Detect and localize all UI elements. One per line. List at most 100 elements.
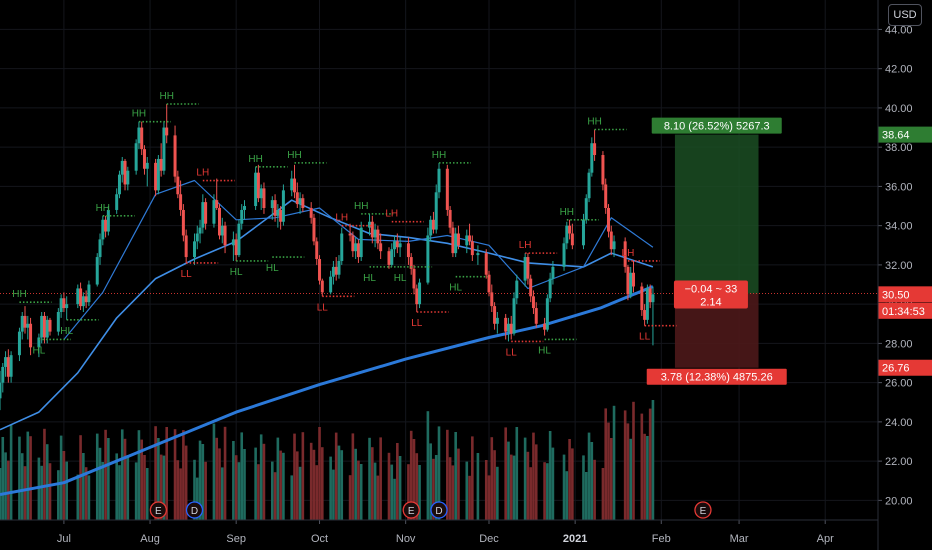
- candle-body: [79, 288, 83, 307]
- candle: [270, 196, 274, 220]
- volume-bar: [195, 477, 199, 520]
- candle: [301, 194, 305, 212]
- event-label: D: [435, 506, 442, 517]
- pivot-marker: HH: [96, 203, 135, 217]
- candle-body: [562, 243, 566, 267]
- candle-body: [98, 239, 102, 258]
- currency-badge[interactable]: USD: [888, 4, 922, 26]
- candle-body: [87, 284, 91, 303]
- candle-body: [215, 200, 219, 208]
- candle: [20, 312, 24, 340]
- volume-bar: [1, 437, 5, 520]
- candle-body: [295, 192, 299, 205]
- dividend-marker: D: [430, 501, 448, 519]
- candle-body: [29, 323, 33, 348]
- candle-body: [115, 194, 119, 210]
- earnings-marker: E: [694, 501, 712, 519]
- volume-bar: [373, 462, 377, 520]
- pivot-label: HH: [560, 207, 574, 218]
- pivot-label: LH: [385, 209, 398, 220]
- volume-bar: [582, 455, 585, 520]
- candle: [379, 233, 383, 260]
- volume-bar: [607, 422, 610, 520]
- volume-bar: [626, 423, 630, 520]
- volume-bar: [437, 426, 441, 520]
- candle-body: [548, 278, 552, 299]
- candle: [181, 204, 185, 242]
- candle-body: [290, 178, 294, 191]
- stop-label-bg: [646, 368, 787, 385]
- candle: [529, 274, 533, 303]
- candle: [101, 215, 105, 246]
- candle-body: [23, 315, 27, 328]
- candle-body: [493, 306, 497, 324]
- pivot-marker: HL: [60, 319, 99, 337]
- candle: [351, 231, 355, 258]
- candle-body: [81, 296, 85, 307]
- candle-body: [406, 243, 410, 258]
- volume-bar: [4, 452, 7, 520]
- candle-body: [354, 243, 358, 252]
- candle-body: [390, 249, 394, 265]
- volume-bar: [451, 465, 455, 520]
- price-badge-text: 01:34:53: [882, 306, 925, 318]
- candle-body: [123, 160, 127, 185]
- volume-bar: [123, 438, 127, 520]
- candle-body: [154, 162, 158, 191]
- y-tick-label: 22.00: [885, 456, 913, 468]
- pivot-label: HH: [12, 289, 26, 300]
- volume-bar: [276, 437, 280, 520]
- price-badge: 01:34:53: [878, 302, 932, 319]
- y-tick-label: 36.00: [885, 181, 913, 193]
- candle: [584, 194, 588, 224]
- candle-body: [106, 209, 110, 232]
- volume-bar: [295, 451, 299, 520]
- pivot-marker: HH: [248, 154, 288, 168]
- volume-bar: [254, 447, 257, 520]
- candle-body: [373, 229, 377, 238]
- candle-body: [506, 323, 510, 332]
- candle-body: [145, 162, 149, 169]
- pivot-marker: LH: [385, 209, 424, 223]
- candle-body: [159, 158, 163, 171]
- candle: [142, 145, 146, 175]
- candle: [612, 235, 616, 258]
- candle-body: [179, 194, 183, 210]
- candle: [415, 284, 419, 312]
- candle: [368, 213, 372, 236]
- candle: [184, 229, 188, 263]
- candle: [281, 184, 285, 226]
- candle-body: [640, 286, 644, 311]
- candle: [240, 204, 244, 230]
- candle: [631, 260, 635, 293]
- volume-bar: [176, 460, 180, 520]
- candle-body: [42, 315, 46, 338]
- volume-bar: [434, 455, 438, 520]
- volume-bar: [415, 453, 419, 520]
- volume-bar: [651, 400, 655, 520]
- candle-body: [259, 188, 263, 199]
- volume-bar: [532, 432, 535, 520]
- candle: [95, 253, 99, 287]
- candle: [643, 304, 647, 326]
- candle: [104, 215, 108, 238]
- volume-bar: [562, 454, 566, 520]
- candle-body: [95, 257, 99, 285]
- pivot-marker: HL: [266, 256, 305, 274]
- position-center-line1: −0.04 ~ 33: [685, 284, 738, 296]
- candle-body: [531, 296, 535, 309]
- candle: [62, 292, 66, 312]
- candle-body: [604, 184, 608, 208]
- candle-body: [515, 280, 519, 299]
- event-label: E: [155, 506, 162, 517]
- candle-body: [137, 127, 141, 144]
- candles: [0, 104, 655, 411]
- stop-label-text: 3.78 (12.38%) 4875.26: [661, 372, 773, 384]
- pivot-label: LH: [622, 248, 635, 259]
- volume-bar: [95, 433, 99, 520]
- volume-bar: [515, 427, 519, 520]
- volume-bar: [371, 447, 374, 520]
- volume-bar: [173, 429, 177, 520]
